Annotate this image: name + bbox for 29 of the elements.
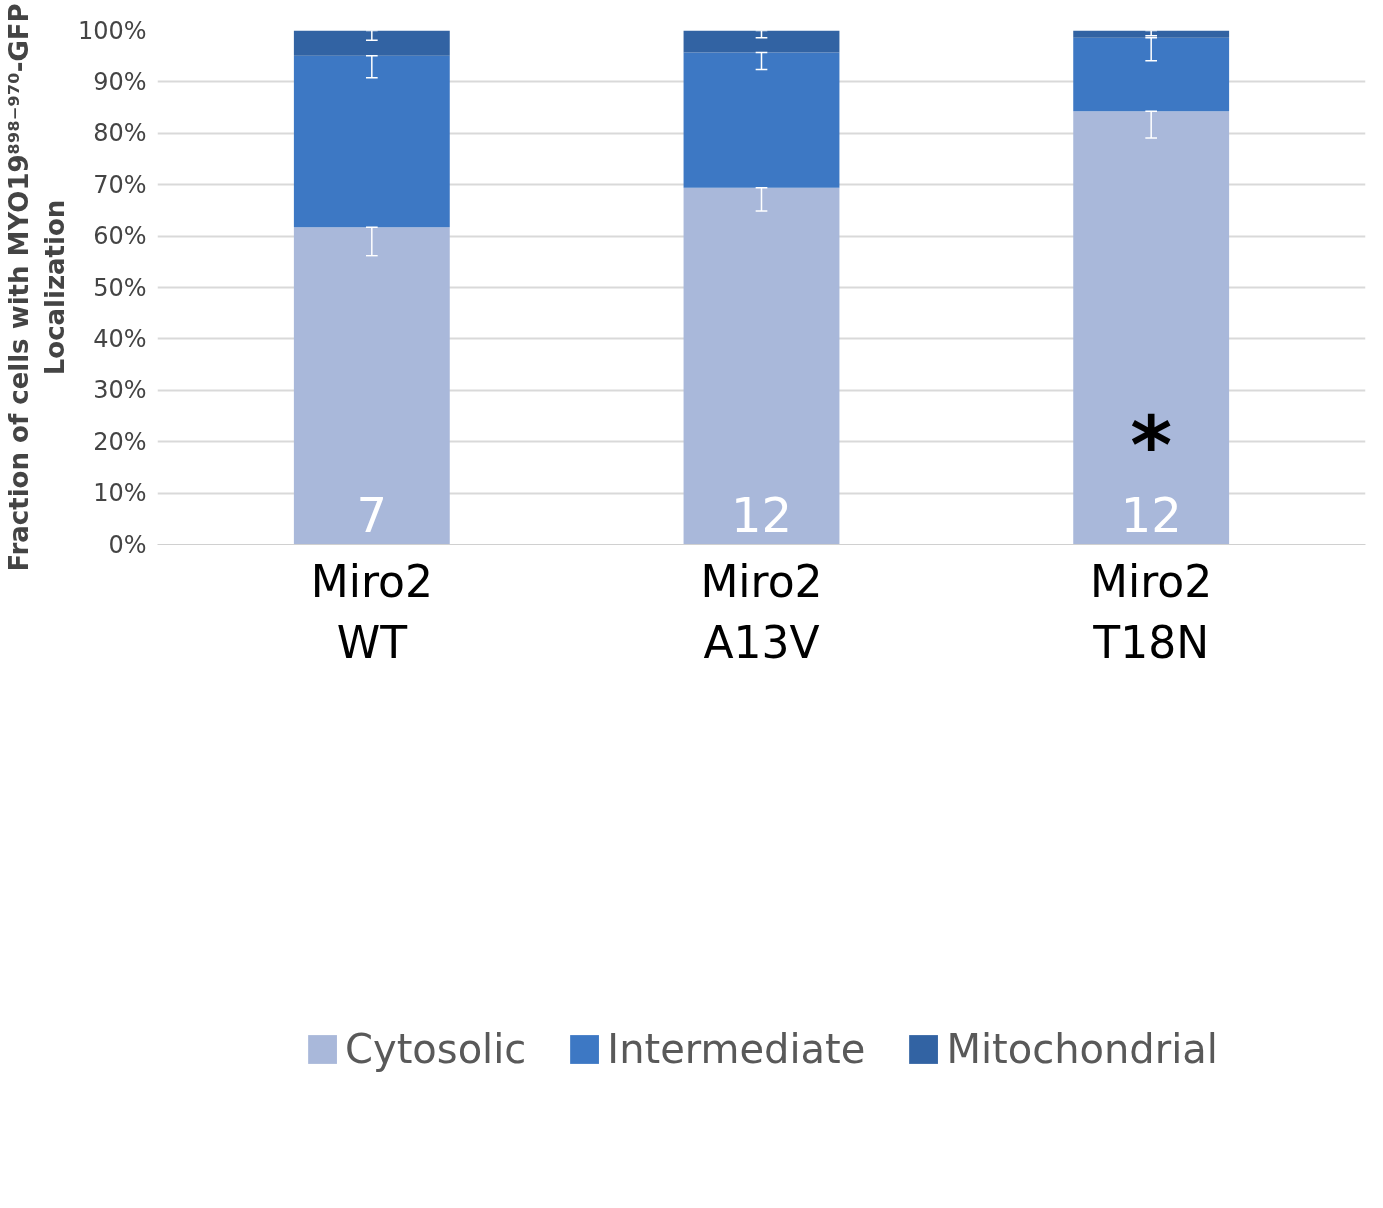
y-tick-label: 20%	[93, 427, 147, 456]
bar	[1073, 30, 1230, 38]
annotation: 7	[356, 487, 388, 544]
bar	[683, 52, 840, 188]
bar	[683, 30, 840, 53]
y-tick-label: 40%	[93, 324, 147, 353]
bar	[293, 227, 450, 545]
bar	[293, 55, 450, 228]
y-tick-label: 80%	[93, 119, 147, 148]
x-tick-label: Miro2 T18N	[1090, 555, 1213, 668]
y-tick-label: 60%	[93, 222, 147, 251]
y-tick-label: 50%	[93, 273, 147, 302]
bar	[1073, 111, 1230, 545]
x-tick-label: Miro2 A13V	[700, 555, 823, 668]
y-tick-label: 70%	[93, 170, 147, 199]
y-tick-label: 0%	[108, 530, 147, 559]
legend-label: Cytosolic	[345, 1025, 527, 1072]
bar	[1073, 37, 1230, 112]
y-tick-label: 100%	[77, 16, 147, 45]
legend-label: Intermediate	[607, 1025, 866, 1072]
x-tick-label: Miro2 WT	[310, 555, 433, 668]
y-axis-title: Fraction of cells with MYO19⁸⁹⁸⁻⁹⁷⁰-GFP Localization	[3, 3, 70, 572]
bar	[683, 187, 840, 545]
y-tick-label: 30%	[93, 376, 147, 405]
annotation: 12	[730, 487, 793, 544]
y-tick-label: 10%	[93, 479, 147, 508]
bar	[293, 30, 450, 56]
y-tick-label: 90%	[93, 67, 147, 96]
legend-label: Mitochondrial	[946, 1025, 1218, 1072]
